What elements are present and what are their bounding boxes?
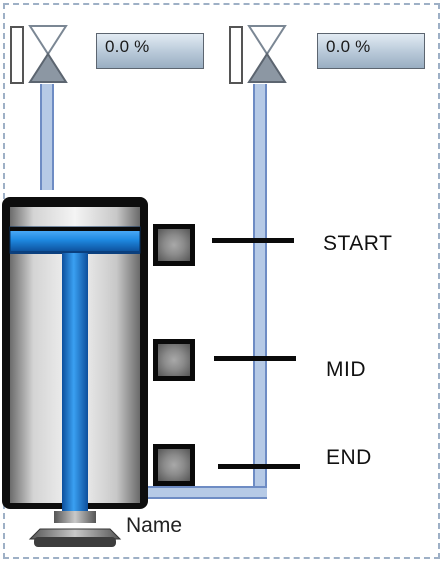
valve-percent-display-right: 0.0 % [317,33,425,69]
valve-handle-left[interactable] [10,26,24,84]
position-label-start: START [323,232,393,255]
position-sensor-end[interactable] [153,444,195,486]
cylinder-name-label: Name [126,514,183,537]
valve-percent-text-right: 0.0 % [326,37,371,56]
valve-handle-right[interactable] [229,26,243,84]
valve-icon-left[interactable] [26,24,70,86]
pipe-right-vertical [253,84,267,498]
position-sensor-mid[interactable] [153,339,195,381]
position-label-end: END [326,446,372,469]
valve-icon-right[interactable] [245,24,289,86]
sensor-line-end [218,464,300,469]
valve-percent-text-left: 0.0 % [105,37,150,56]
position-sensor-start[interactable] [153,224,195,266]
sensor-line-mid [214,356,296,361]
pipe-left-vertical [40,84,54,190]
position-label-mid: MID [326,358,366,381]
cylinder-actuator[interactable] [0,195,150,551]
sensor-line-start [212,238,294,243]
valve-percent-display-left: 0.0 % [96,33,204,69]
pipe-bottom-horizontal [146,486,267,499]
